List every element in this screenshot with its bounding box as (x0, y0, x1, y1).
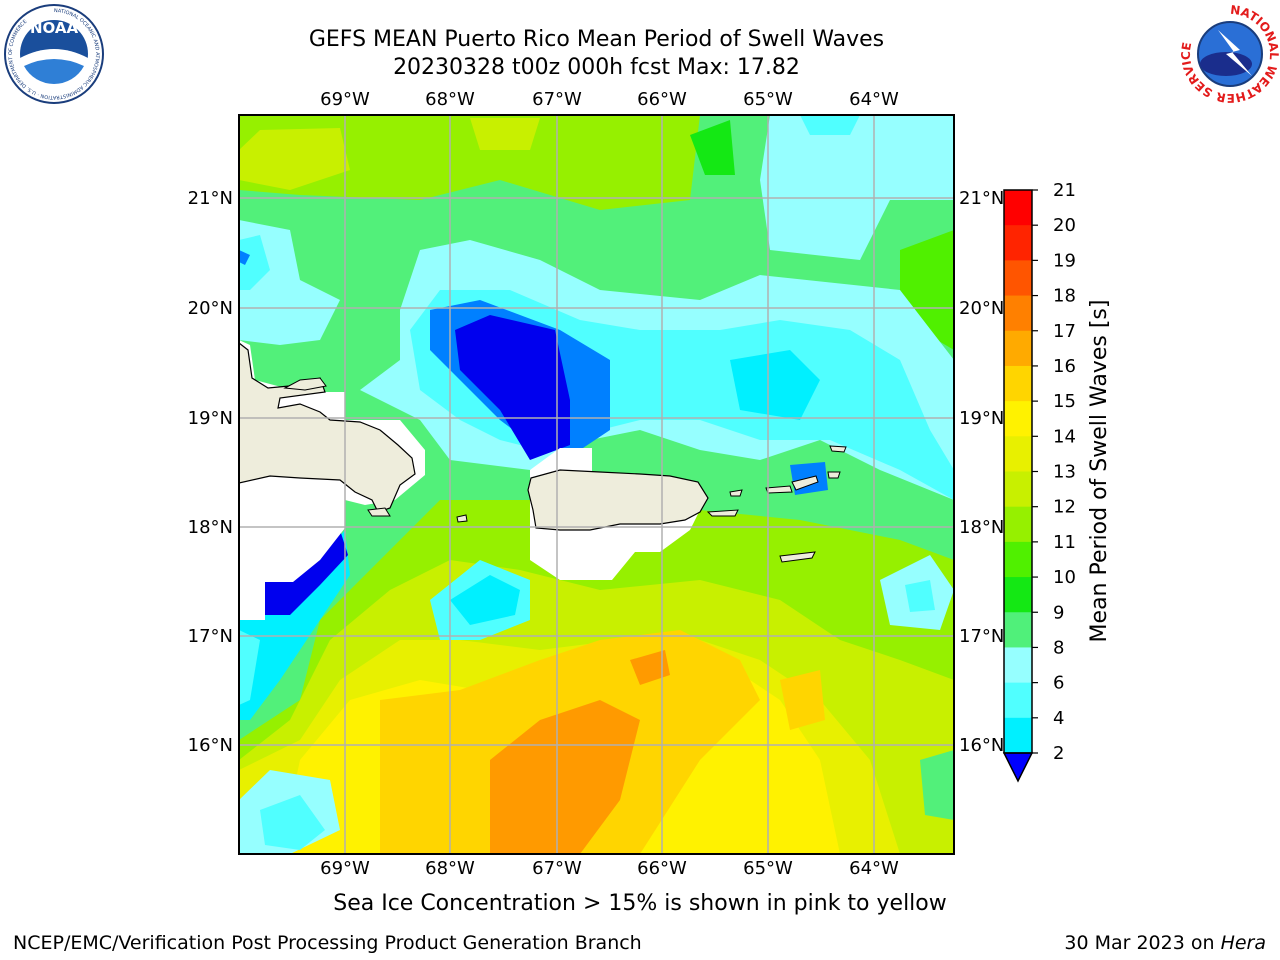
colorbar-tick-label: 14 (1053, 426, 1076, 447)
lat-tick-label: 16°N (188, 735, 233, 756)
colorbar-tick-label: 12 (1053, 497, 1076, 518)
sea-ice-note: Sea Ice Concentration > 15% is shown in … (333, 891, 947, 916)
colorbar-segment (1004, 506, 1032, 543)
map-frame (238, 114, 955, 855)
lat-ticks-left: 21°N 20°N 19°N 18°N 17°N 16°N (188, 188, 233, 756)
colorbar-tick-label: 15 (1053, 391, 1076, 412)
colorbar-tick-label: 13 (1053, 462, 1076, 483)
colorbar-segment (1004, 225, 1032, 261)
colorbar-tick-label: 9 (1053, 602, 1064, 623)
colorbar-tick-label: 20 (1053, 215, 1076, 236)
colorbar-tick-label: 21 (1053, 180, 1076, 201)
colorbar-label: Mean Period of Swell Waves [s] (1087, 300, 1112, 643)
lon-tick-label: 67°W (532, 89, 582, 110)
colorbar-segment (1004, 295, 1032, 332)
lat-tick-label: 18°N (959, 517, 1004, 538)
colorbar-tick-label: 6 (1053, 673, 1064, 694)
chart-subtitle: 20230328 t00z 000h fcst Max: 17.82 (393, 55, 800, 80)
lat-ticks-right: 21°N 20°N 19°N 18°N 17°N 16°N (959, 188, 1004, 756)
lon-tick-label: 69°W (320, 858, 370, 879)
colorbar-segment (1004, 647, 1032, 684)
colorbar-tick-label: 8 (1053, 637, 1064, 658)
noaa-logo-text: NOAA (30, 19, 79, 37)
noaa-logo: NOAA NATIONAL OCEANIC AND ATMOSPHERIC AD… (4, 4, 104, 104)
footer-date-text: 30 Mar 2023 on (1064, 932, 1221, 954)
lat-tick-label: 19°N (959, 408, 1004, 429)
lon-tick-label: 65°W (743, 858, 793, 879)
lon-tick-label: 66°W (637, 89, 687, 110)
colorbar-segment (1004, 190, 1032, 226)
colorbar-tick-label: 18 (1053, 286, 1076, 307)
colorbar-segment (1004, 401, 1032, 437)
lat-tick-label: 20°N (188, 298, 233, 319)
colorbar-segment (1004, 577, 1032, 613)
lon-tick-label: 64°W (849, 89, 899, 110)
lon-tick-label: 67°W (532, 858, 582, 879)
map-field (239, 115, 954, 854)
lon-tick-label: 66°W (637, 858, 687, 879)
colorbar-segment (1004, 260, 1032, 297)
lon-ticks-top: 69°W 68°W 67°W 66°W 65°W 64°W (320, 89, 899, 110)
colorbar-extend-arrow (1002, 752, 1034, 783)
lon-tick-label: 65°W (743, 89, 793, 110)
colorbar-tick-label: 11 (1053, 532, 1076, 553)
footer-host: Hera (1220, 932, 1266, 954)
colorbar: 21 20 19 18 17 16 15 14 13 12 11 10 9 8 6 4 2 (1002, 180, 1076, 783)
lat-tick-label: 21°N (959, 188, 1004, 209)
lon-tick-label: 69°W (320, 89, 370, 110)
colorbar-segment (1004, 717, 1032, 754)
colorbar-tick-label: 4 (1053, 708, 1064, 729)
colorbar-segment (1004, 436, 1032, 472)
colorbar-tick-label: 17 (1053, 321, 1076, 342)
colorbar-segment (1004, 612, 1032, 648)
lat-tick-label: 19°N (188, 408, 233, 429)
colorbar-segment (1004, 471, 1032, 508)
colorbar-tick-label: 2 (1053, 743, 1064, 764)
chart-title: GEFS MEAN Puerto Rico Mean Period of Swe… (308, 27, 885, 52)
colorbar-segment (1004, 682, 1032, 719)
lat-tick-label: 17°N (959, 626, 1004, 647)
footer-credit: NCEP/EMC/Verification Post Processing Pr… (13, 932, 642, 954)
lat-tick-label: 18°N (188, 517, 233, 538)
colorbar-tick-label: 19 (1053, 250, 1076, 271)
lat-tick-label: 16°N (959, 735, 1004, 756)
nws-logo: NATIONAL WEATHER SERVICE (1179, 3, 1280, 105)
lon-tick-label: 68°W (425, 89, 475, 110)
footer-date: 30 Mar 2023 on Hera (1064, 932, 1266, 954)
colorbar-tick-label: 16 (1053, 356, 1076, 377)
lat-tick-label: 20°N (959, 298, 1004, 319)
lon-tick-label: 68°W (425, 858, 475, 879)
colorbar-segment (1004, 541, 1032, 578)
lon-tick-label: 64°W (849, 858, 899, 879)
colorbar-segment (1004, 365, 1032, 402)
lat-tick-label: 21°N (188, 188, 233, 209)
colorbar-tick-label: 10 (1053, 567, 1076, 588)
lat-tick-label: 17°N (188, 626, 233, 647)
lon-ticks-bottom: 69°W 68°W 67°W 66°W 65°W 64°W (320, 858, 899, 879)
colorbar-segment (1004, 330, 1032, 367)
